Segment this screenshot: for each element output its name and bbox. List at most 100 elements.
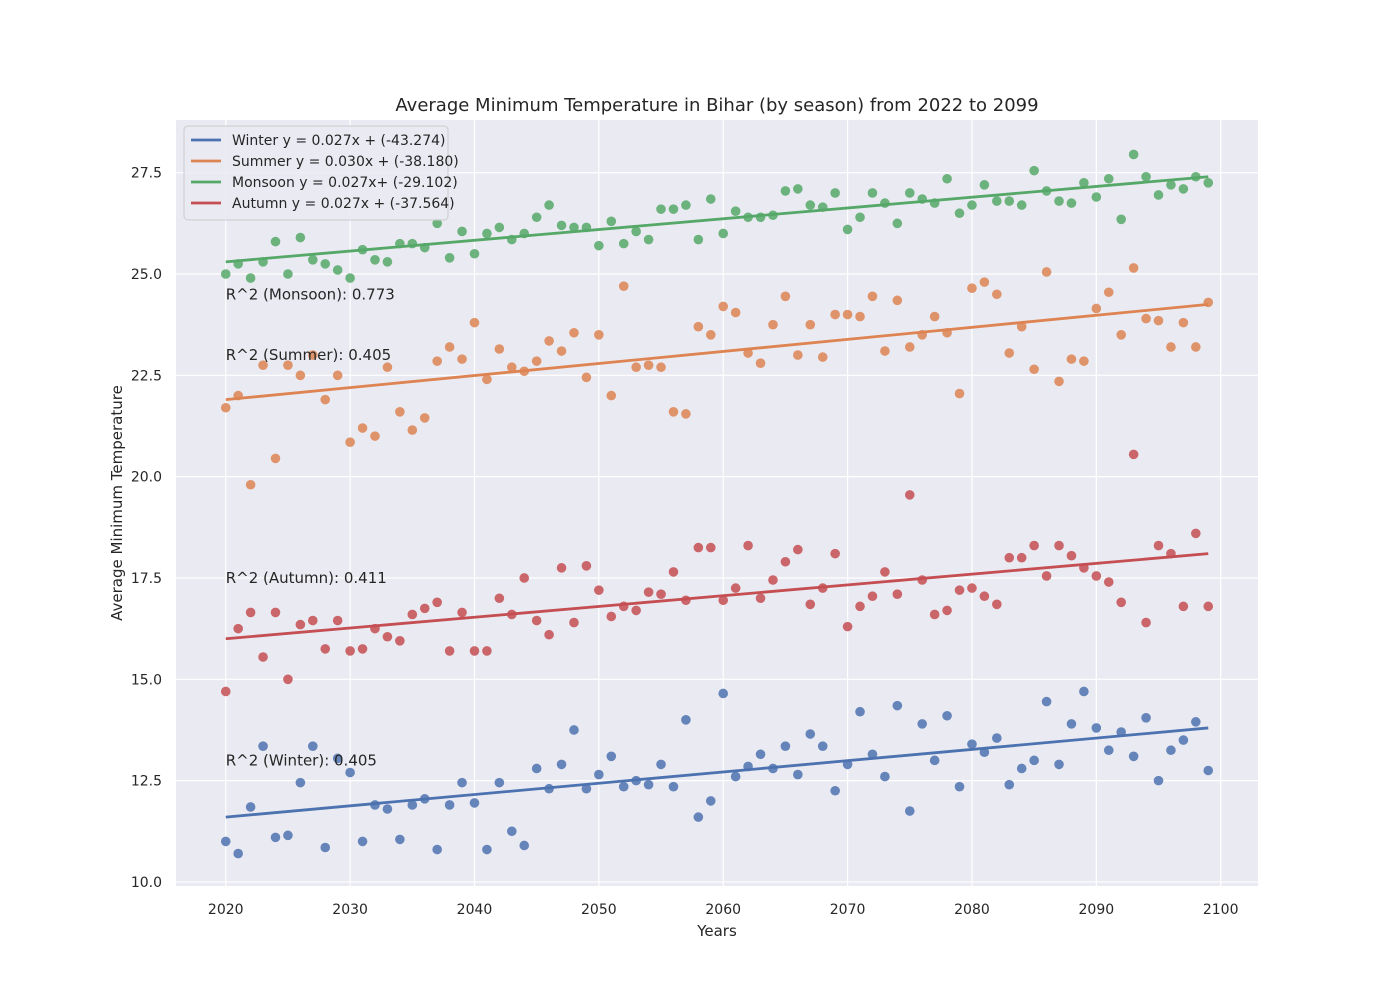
monsoon-point: [1004, 196, 1015, 206]
autumn-point: [880, 567, 890, 577]
autumn-point: [531, 615, 542, 626]
autumn-point: [867, 591, 878, 602]
summer-point: [842, 309, 853, 320]
autumn-point: [892, 589, 903, 599]
summer-point: [929, 311, 940, 322]
monsoon-trend-line: [225, 175, 1209, 264]
monsoon-point: [793, 184, 803, 194]
summer-point: [494, 344, 505, 354]
autumn-point: [755, 593, 766, 604]
winter-legend-label: Winter y = 0.027x + (-43.274): [232, 133, 445, 149]
autumn-point: [855, 601, 865, 612]
monsoon-r2-annotation: R^2 (Monsoon): 0.773: [226, 285, 395, 303]
autumn-point: [419, 603, 430, 614]
summer-point: [357, 423, 368, 433]
summer-point: [1116, 330, 1126, 340]
monsoon-point: [942, 173, 952, 184]
summer-point: [569, 327, 579, 338]
y-tick-label: 22.5: [131, 368, 162, 384]
autumn-point: [1066, 550, 1077, 561]
monsoon-point: [1128, 149, 1139, 160]
monsoon-point: [1091, 192, 1102, 202]
winter-point: [606, 751, 617, 762]
summer-point: [457, 354, 467, 364]
y-tick-label: 12.5: [131, 774, 162, 790]
x-tick-label: 2080: [954, 902, 990, 918]
summer-point: [581, 372, 592, 383]
winter-point: [730, 771, 741, 782]
summer-legend-label: Summer y = 0.030x + (-38.180): [232, 154, 459, 170]
summer-point: [1004, 348, 1015, 358]
winter-point: [693, 812, 704, 822]
winter-point: [494, 777, 505, 788]
winter-point: [407, 800, 418, 810]
x-tick-label: 2090: [1079, 902, 1115, 918]
monsoon-point: [444, 252, 455, 263]
summer-point: [220, 402, 231, 413]
winter-point: [793, 769, 803, 780]
autumn-point: [1153, 540, 1164, 551]
monsoon-point: [1116, 214, 1126, 225]
winter-point: [1066, 719, 1077, 729]
winter-point: [1141, 713, 1151, 723]
monsoon-point: [979, 180, 990, 190]
x-tick-label: 2060: [705, 902, 741, 918]
monsoon-point: [594, 240, 604, 251]
summer-point: [880, 346, 890, 356]
summer-point: [705, 330, 716, 340]
summer-trend-line: [225, 303, 1209, 402]
monsoon-point: [656, 204, 666, 214]
monsoon-point: [954, 208, 965, 219]
autumn-point: [407, 609, 418, 620]
autumn-point: [1016, 552, 1027, 563]
winter-trend-line: [225, 726, 1209, 819]
winter-point: [718, 688, 729, 699]
winter-point: [531, 763, 542, 774]
autumn-point: [233, 623, 243, 634]
winter-point: [1054, 759, 1064, 770]
summer-point: [904, 342, 915, 352]
monsoon-point: [469, 248, 480, 259]
x-tick-label: 2030: [332, 902, 368, 918]
monsoon-point: [606, 216, 617, 227]
monsoon-point: [705, 194, 716, 204]
autumn-point: [469, 646, 480, 656]
autumn-point: [705, 542, 716, 553]
gridlines: [176, 120, 1258, 886]
summer-point: [793, 350, 803, 360]
autumn-point: [1054, 540, 1064, 551]
y-tick-label: 27.5: [131, 166, 162, 182]
summer-point: [531, 356, 542, 366]
autumn-point: [1004, 552, 1015, 563]
x-tick-label: 2100: [1203, 902, 1239, 918]
autumn-point: [258, 652, 268, 662]
summer-point: [631, 362, 641, 373]
winter-point: [1128, 751, 1139, 762]
winter-point: [705, 796, 716, 806]
winter-point: [904, 806, 915, 816]
winter-point: [880, 771, 890, 782]
summer-point: [395, 407, 405, 417]
autumn-point: [830, 548, 840, 559]
monsoon-point: [805, 200, 816, 210]
autumn-point: [245, 607, 256, 618]
autumn-point: [581, 561, 592, 571]
autumn-point: [768, 575, 778, 585]
summer-point: [867, 291, 878, 302]
autumn-r2-annotation: R^2 (Autumn): 0.411: [226, 569, 387, 587]
autumn-point: [668, 567, 679, 577]
autumn-point: [345, 646, 355, 656]
summer-point: [506, 362, 517, 373]
summer-point: [432, 356, 442, 366]
monsoon-point: [482, 228, 492, 239]
winter-point: [892, 700, 903, 711]
y-tick-label: 20.0: [131, 470, 162, 486]
monsoon-point: [283, 269, 293, 279]
summer-point: [419, 413, 430, 423]
autumn-point: [656, 589, 666, 599]
winter-point: [581, 783, 592, 794]
monsoon-point: [643, 234, 654, 245]
y-axis-label: Average Minimum Temperature: [108, 385, 126, 621]
winter-point: [283, 830, 293, 841]
monsoon-point: [1054, 196, 1064, 206]
